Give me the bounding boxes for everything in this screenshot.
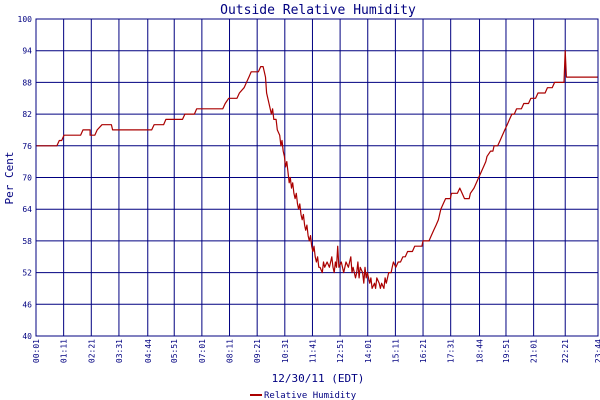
y-axis-label: Per Cent [3, 152, 16, 205]
legend: Relative Humidity [250, 391, 357, 400]
series-group [36, 50, 598, 289]
y-tick-label: 46 [22, 300, 32, 309]
x-tick-label: 23:44 [594, 339, 600, 363]
x-tick-label: 17:31 [447, 339, 456, 363]
x-tick-label: 05:51 [170, 339, 179, 363]
chart-title: Outside Relative Humidity [220, 3, 416, 18]
x-tick-label: 11:41 [308, 339, 317, 363]
x-tick-label: 12:51 [336, 339, 345, 363]
x-tick-label: 02:21 [87, 339, 96, 363]
x-axis-label: 12/30/11 (EDT) [272, 372, 365, 385]
x-tick-label: 08:11 [226, 339, 235, 363]
y-tick-label: 58 [22, 237, 32, 246]
x-tick-label: 04:44 [144, 339, 153, 363]
y-tick-labels: 40 46 52 58 64 70 76 82 88 94 100 [18, 15, 33, 341]
x-tick-labels: 00:01 01:11 02:21 03:31 04:44 05:51 07:01 08:11… [32, 339, 600, 363]
x-tick-label: 18:44 [476, 339, 485, 363]
x-tick-label: 10:31 [281, 339, 290, 363]
x-tick-label: 15:11 [391, 339, 400, 363]
y-tick-label: 100 [18, 15, 33, 24]
plot-frame [35, 18, 599, 337]
y-tick-label: 64 [22, 205, 32, 214]
y-tick-label: 40 [22, 332, 32, 341]
x-tick-label: 01:11 [60, 339, 69, 363]
y-tick-label: 76 [22, 142, 32, 151]
y-tick-label: 88 [22, 78, 32, 87]
x-tick-label: 19:51 [502, 339, 511, 363]
x-tick-label: 21:01 [530, 339, 539, 363]
x-tick-label: 14:01 [364, 339, 373, 363]
legend-label: Relative Humidity [264, 391, 357, 400]
grid-lines [35, 18, 599, 337]
x-tick-label: 03:31 [115, 339, 124, 363]
series-line-relative-humidity [36, 50, 598, 289]
x-tick-label: 09:21 [253, 339, 262, 363]
y-tick-label: 94 [22, 47, 32, 56]
y-tick-label: 70 [22, 174, 32, 183]
x-tick-label: 22:21 [561, 339, 570, 363]
y-tick-label: 52 [22, 269, 32, 278]
y-tick-label: 82 [22, 110, 32, 119]
x-tick-label: 16:21 [419, 339, 428, 363]
x-tick-label: 07:01 [198, 339, 207, 363]
x-tick-label: 00:01 [32, 339, 41, 363]
